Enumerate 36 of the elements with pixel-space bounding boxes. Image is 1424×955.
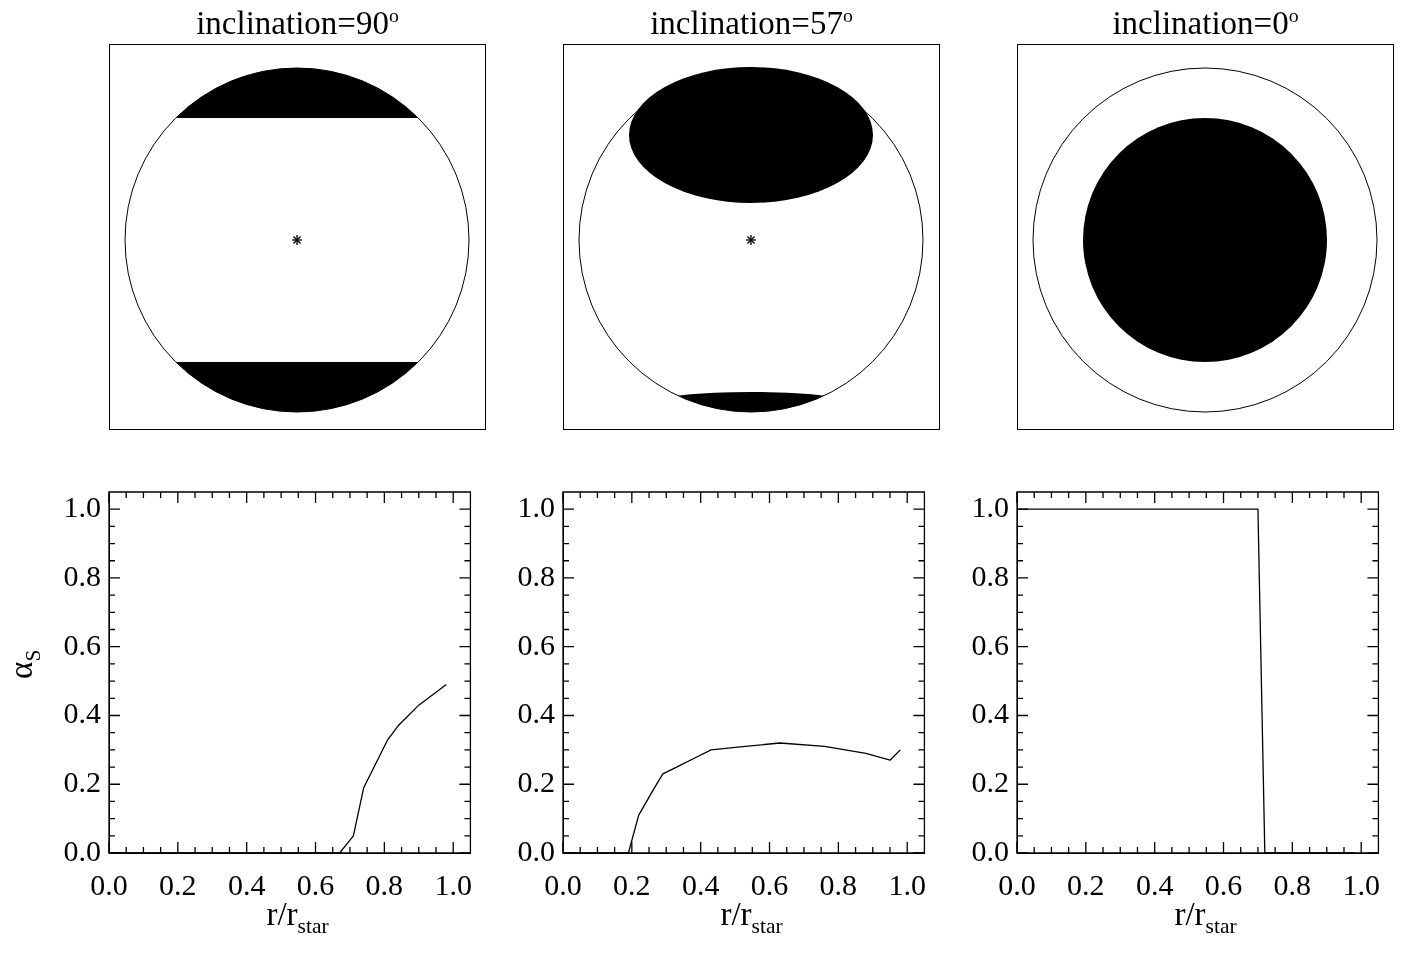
y-tick-label: 0.0 xyxy=(971,833,1009,867)
y-tick-label: 0.4 xyxy=(517,696,555,730)
x-tick-label: 0.4 xyxy=(681,867,720,901)
y-tick-label: 0.8 xyxy=(63,558,101,592)
x-tick-label: 0.4 xyxy=(1135,867,1174,901)
y-tick-label: 0.2 xyxy=(517,765,555,799)
x-tick-label: 0.0 xyxy=(544,867,582,901)
chart-title: inclination=0$^{o}$ xyxy=(1111,4,1300,42)
x-tick-label: 0.2 xyxy=(613,867,651,901)
x-tick-label: 0.8 xyxy=(819,867,858,901)
x-tick-label: 0.2 xyxy=(159,867,197,901)
y-tick-label: 1.0 xyxy=(971,490,1009,524)
y-tick-label: 0.6 xyxy=(971,627,1009,661)
y-tick-label: 0.0 xyxy=(517,833,555,867)
x-tick-label: 1.0 xyxy=(888,867,926,901)
x-tick-label: 1.0 xyxy=(1342,867,1380,901)
x-tick-label: 0.0 xyxy=(998,867,1036,901)
y-tick-label: 0.4 xyxy=(63,696,101,730)
x-tick-label: 1.0 xyxy=(434,867,472,901)
y-tick-label: 0.4 xyxy=(971,696,1009,730)
x-tick-label: 0.8 xyxy=(365,867,404,901)
y-tick-label: 1.0 xyxy=(517,490,555,524)
x-tick-label: 0.8 xyxy=(1273,867,1312,901)
x-tick-label: 0.2 xyxy=(1067,867,1105,901)
y-tick-label: 0.8 xyxy=(517,558,555,592)
y-tick-label: 0.2 xyxy=(63,765,101,799)
y-tick-label: 1.0 xyxy=(63,490,101,524)
y-tick-label: 0.2 xyxy=(971,765,1009,799)
y-tick-label: 0.6 xyxy=(517,627,555,661)
y-tick-label: 0.8 xyxy=(971,558,1009,592)
y-tick-label: 0.0 xyxy=(63,833,101,867)
chart-title: inclination=90$^{o}$ xyxy=(195,4,400,42)
x-tick-label: 0.4 xyxy=(227,867,266,901)
y-tick-label: 0.6 xyxy=(63,627,101,661)
x-tick-label: 0.0 xyxy=(90,867,128,901)
chart-title: inclination=57$^{o}$ xyxy=(649,4,854,42)
